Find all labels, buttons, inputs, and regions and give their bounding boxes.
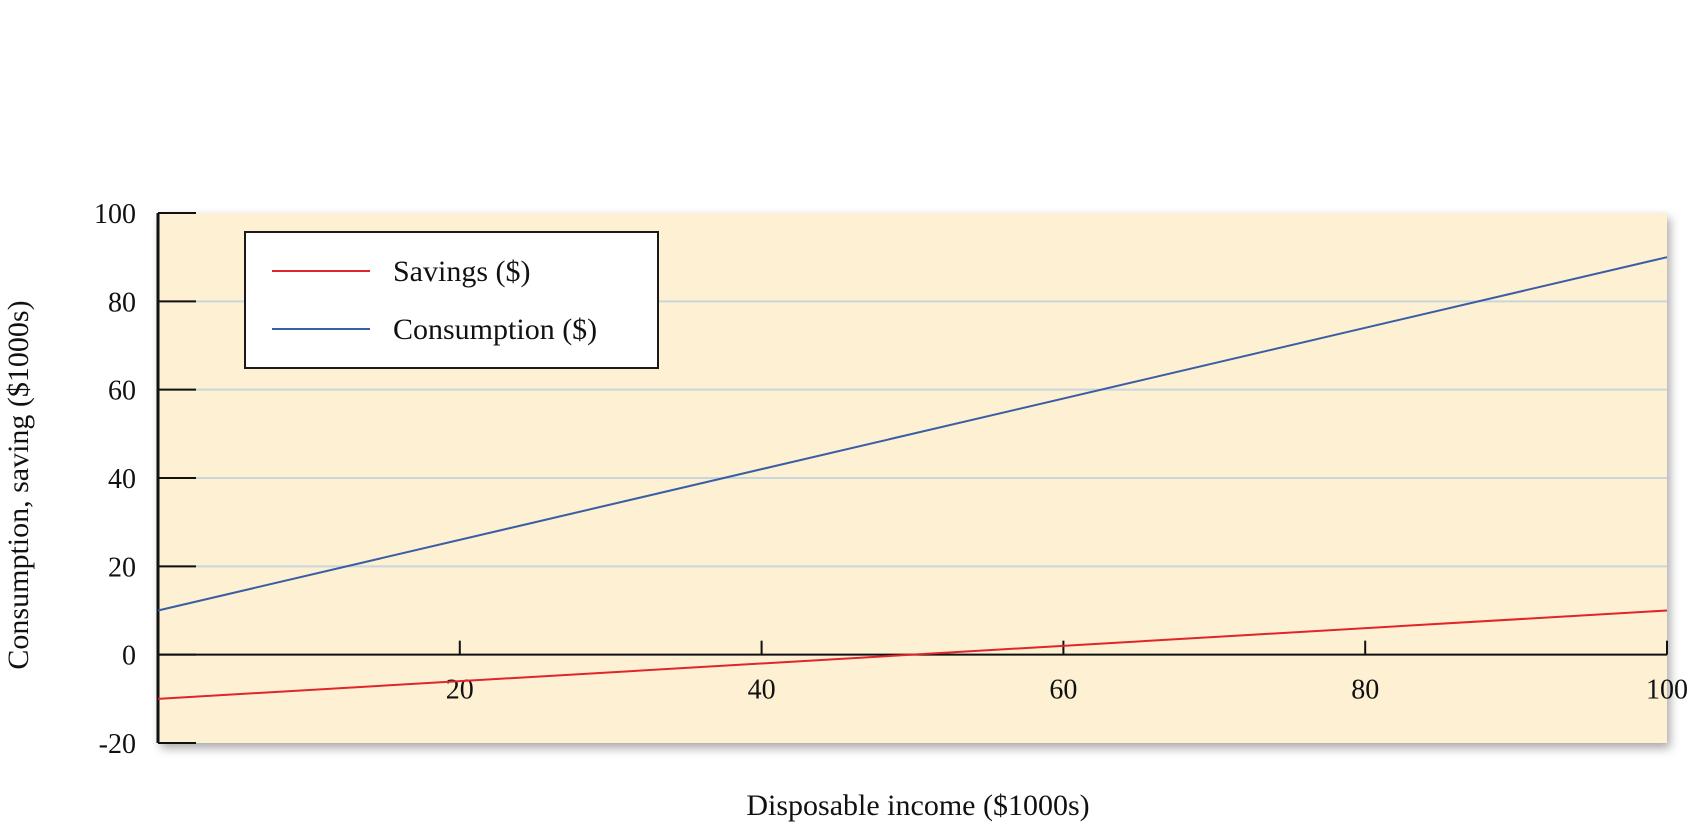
x-tick-label: 60 xyxy=(1049,675,1077,706)
y-tick-label: -20 xyxy=(99,729,136,760)
x-axis-title: Disposable income ($1000s) xyxy=(746,789,1089,822)
y-tick-label: 0 xyxy=(122,641,136,672)
y-tick-label: 40 xyxy=(108,464,136,495)
series-line-savings xyxy=(157,609,1668,700)
x-tick-label: 20 xyxy=(446,675,474,706)
x-tick-label: 100 xyxy=(1646,675,1688,706)
x-tick-label: 80 xyxy=(1351,675,1379,706)
legend: Savings ($) Consumption ($) xyxy=(244,231,659,369)
legend-box xyxy=(244,231,659,369)
x-tick-label: 40 xyxy=(748,675,776,706)
series-lines xyxy=(157,256,1668,700)
legend-label-consumption: Consumption ($) xyxy=(393,313,597,346)
y-axis-title: Consumption, saving ($1000s) xyxy=(2,300,35,669)
legend-label-savings: Savings ($) xyxy=(393,255,531,288)
y-tick-label: 80 xyxy=(108,287,136,318)
series-line-consumption xyxy=(157,256,1668,612)
y-tick-label: 100 xyxy=(94,199,136,230)
y-tick-label: 60 xyxy=(108,376,136,407)
y-tick-label: 20 xyxy=(108,552,136,583)
